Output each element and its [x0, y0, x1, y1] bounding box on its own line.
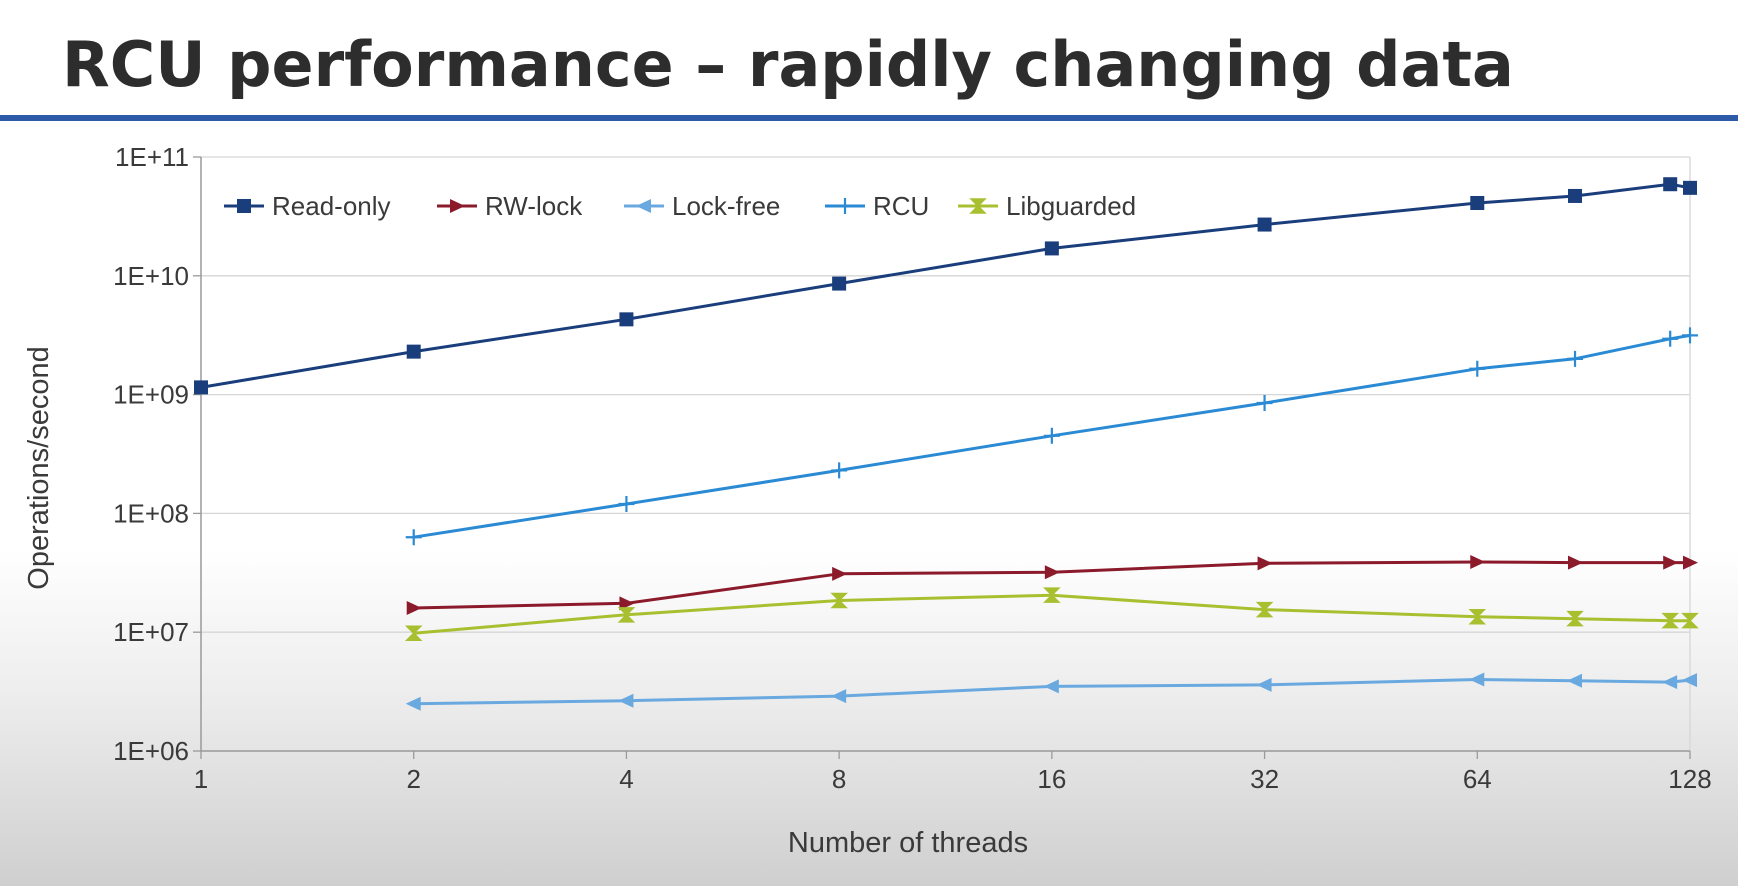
data-point-libguarded [1255, 601, 1274, 618]
data-point-lock-free [1043, 679, 1059, 694]
data-point-lock-free [1567, 673, 1583, 688]
data-point-rcu [1682, 327, 1698, 344]
data-point-libguarded [404, 625, 423, 641]
series-lock-free [405, 672, 1697, 711]
data-point-rcu [1662, 330, 1679, 347]
data-point-rw-lock [1683, 555, 1698, 570]
x-tick-label: 32 [1250, 764, 1279, 794]
data-point-rw-lock [1470, 554, 1486, 569]
y-tick-label: 1E+06 [113, 736, 189, 766]
data-point-rcu [1256, 394, 1273, 411]
series-rcu [405, 327, 1698, 546]
x-tick-label: 1 [194, 764, 208, 794]
legend-item-rcu: RCU [825, 191, 929, 221]
data-point-read-only [832, 276, 847, 291]
data-point-rw-lock [1044, 565, 1060, 580]
data-point-lock-free [1682, 673, 1697, 688]
legend-marker [450, 199, 465, 213]
legend-item-read-only: Read-only [224, 191, 391, 221]
data-point-rcu [405, 529, 422, 546]
data-point-rw-lock [832, 566, 848, 581]
data-point-rw-lock [1568, 555, 1584, 570]
x-axis-label: Number of threads [788, 827, 1028, 859]
x-tick-label: 16 [1037, 764, 1066, 794]
x-tick-label: 4 [619, 764, 633, 794]
data-point-rw-lock [1257, 556, 1273, 571]
data-point-lock-free [1662, 675, 1678, 690]
series [194, 177, 1699, 711]
data-point-rcu [1469, 360, 1486, 377]
y-tick-label: 1E+07 [113, 617, 189, 647]
data-point-read-only [1257, 217, 1272, 232]
legend-label: Lock-free [672, 191, 780, 221]
x-tick-label: 8 [832, 764, 846, 794]
data-point-libguarded [617, 607, 636, 623]
y-tick-label: 1E+09 [113, 380, 189, 410]
data-point-read-only [406, 344, 421, 359]
y-tick-label: 1E+08 [113, 498, 189, 528]
data-point-libguarded [1661, 612, 1680, 629]
data-point-lock-free [405, 696, 421, 711]
x-tick-label: 2 [406, 764, 420, 794]
x-tick-labels: 1 2 4 8 16 32 64 128 [194, 764, 1712, 794]
legend-marker [969, 198, 987, 214]
data-point-libguarded [830, 592, 848, 609]
series-read-only [194, 177, 1697, 395]
data-point-libguarded [1566, 610, 1584, 627]
series-rw-lock [406, 554, 1698, 615]
data-point-read-only [1663, 177, 1678, 192]
data-point-libguarded [1043, 587, 1061, 603]
data-point-libguarded [1468, 608, 1487, 625]
data-point-lock-free [1469, 672, 1485, 687]
data-point-read-only [1683, 180, 1697, 195]
legend: Read-only RW-lock Lock-free RCU Libguarded [224, 191, 1136, 221]
y-tick-label: 1E+10 [113, 261, 189, 291]
data-point-read-only [1044, 241, 1059, 256]
series-libguarded [404, 587, 1699, 641]
data-point-rw-lock [619, 596, 635, 611]
data-point-lock-free [618, 693, 634, 708]
y-tick-label: 1E+11 [115, 142, 189, 172]
legend-marker [837, 198, 853, 214]
data-point-read-only [1568, 188, 1583, 203]
legend-item-lock-free: Lock-free [624, 191, 780, 221]
data-point-read-only [619, 312, 634, 327]
x-tick-label: 64 [1463, 764, 1492, 794]
data-point-rcu [1567, 350, 1584, 367]
data-point-rcu [831, 462, 848, 479]
series-line-read-only [200, 182, 1691, 389]
title-underline [0, 115, 1738, 121]
data-point-rcu [1043, 427, 1060, 444]
legend-item-rw-lock: RW-lock [437, 191, 583, 221]
x-tick-label: 128 [1668, 764, 1711, 794]
data-point-libguarded [1681, 612, 1699, 629]
legend-marker [636, 199, 651, 213]
data-point-rw-lock [406, 600, 422, 615]
legend-label: RCU [873, 191, 929, 221]
legend-label: Read-only [272, 191, 391, 221]
data-point-lock-free [831, 689, 847, 704]
data-point-read-only [1470, 196, 1485, 211]
axes [193, 156, 1691, 759]
slide-title: RCU performance – rapidly changing data [62, 28, 1514, 101]
data-point-lock-free [1256, 677, 1272, 692]
legend-item-libguarded: Libguarded [958, 191, 1136, 221]
legend-marker [237, 199, 251, 213]
data-point-rw-lock [1663, 555, 1679, 570]
y-tick-labels: 1E+06 1E+07 1E+08 1E+09 1E+10 1E+11 [113, 142, 189, 766]
y-axis-label: Operations/second [23, 346, 55, 589]
data-point-rcu [618, 495, 635, 512]
legend-label: Libguarded [1006, 191, 1136, 221]
data-point-read-only [194, 380, 208, 395]
legend-label: RW-lock [485, 191, 583, 221]
